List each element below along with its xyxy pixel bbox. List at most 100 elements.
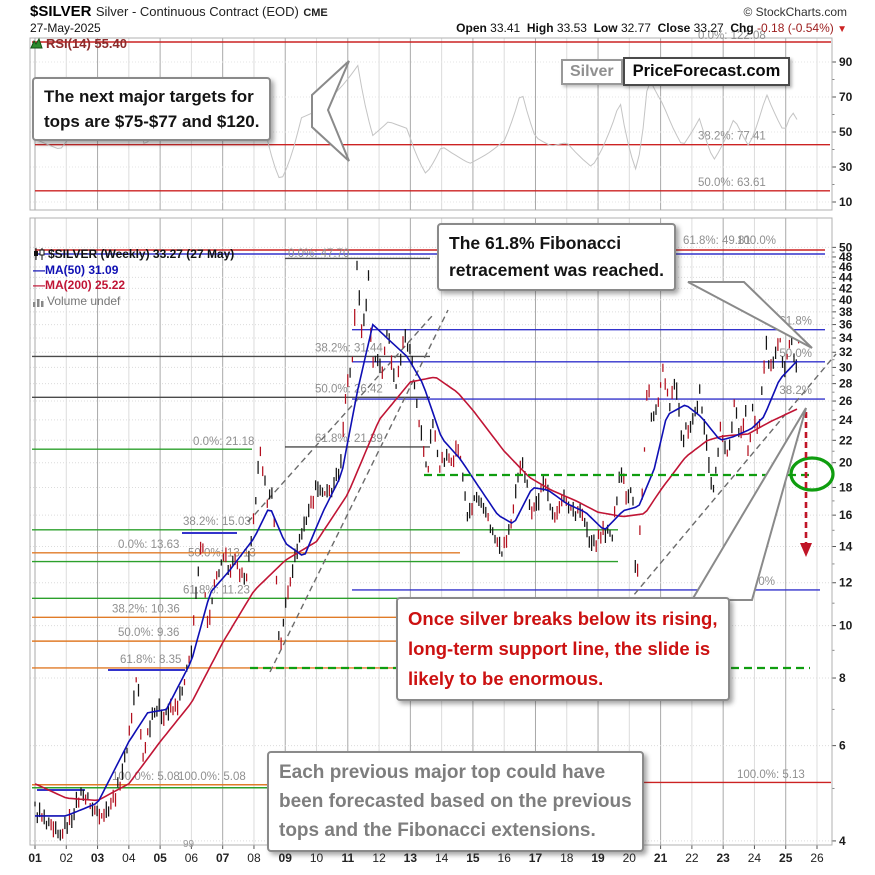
close-value: 33.27 (693, 21, 724, 35)
svg-text:4: 4 (839, 834, 846, 848)
svg-text:20: 20 (839, 456, 853, 470)
fib-label: 50.0%: 26.42 (315, 383, 383, 395)
svg-text:07: 07 (216, 851, 230, 865)
fib-label: 61.8%: 8.35 (120, 654, 181, 666)
svg-text:09: 09 (279, 851, 293, 865)
svg-text:02: 02 (60, 851, 74, 865)
svg-text:44: 44 (839, 270, 853, 284)
fib-label: 61.8%: 11.23 (183, 584, 250, 596)
callout-targets-line2: tops are $75-$77 and $120. (44, 112, 260, 131)
chart-date: 27-May-2025 (30, 21, 101, 35)
symbol-description: Silver - Continuous Contract (EOD) (95, 4, 299, 19)
svg-text:32: 32 (839, 345, 853, 359)
copyright: © StockCharts.com (743, 5, 847, 19)
trendline-dashed (269, 309, 449, 673)
svg-text:11: 11 (341, 851, 354, 865)
legend-ma50-text: MA(50) 31.09 (45, 262, 119, 277)
svg-text:10: 10 (839, 195, 853, 209)
fib-label: 100.0% (737, 235, 776, 247)
fib-label: 38.2%: 77.41 (698, 131, 766, 143)
callout-fib-reached: The 61.8% Fibonacci retracement was reac… (437, 223, 676, 291)
svg-text:8: 8 (839, 671, 846, 685)
ma50-line (35, 323, 798, 817)
legend-ma50-row: —MA(50) 31.09 (33, 263, 234, 279)
open-value: 33.41 (490, 21, 521, 35)
callout-forecast-note: Each previous major top could have been … (267, 751, 644, 852)
callout-fib-line1: The 61.8% Fibonacci (449, 233, 622, 253)
fib-label: 100.0%: 5.08 (112, 771, 180, 783)
down-arrowhead (800, 543, 812, 557)
fib-label: 38.2%: 31.44 (315, 342, 383, 354)
callout-pointer (687, 281, 813, 349)
chart-header: $SILVER Silver - Continuous Contract (EO… (30, 3, 328, 21)
trendline-dashed (627, 353, 837, 603)
svg-text:26: 26 (839, 394, 853, 408)
callout-breakdown-line3: likely to be enormous. (408, 668, 604, 689)
legend-symbol-row: $SILVER (Weekly) 33.27 (27 May) (33, 247, 234, 263)
fibonacci-lines: 0.0%: 122.08 38.2%: 77.41 50.0%: 63.61 61.8… (32, 30, 831, 791)
callout-forecast-line1: Each previous major top could have (279, 762, 606, 783)
svg-text:19: 19 (591, 851, 605, 865)
price-legend: $SILVER (Weekly) 33.27 (27 May) —MA(50) … (33, 247, 234, 309)
fib-label: 0.0%: 13.63 (118, 539, 179, 551)
svg-text:30: 30 (839, 160, 853, 174)
svg-text:99: 99 (183, 839, 195, 850)
svg-text:08: 08 (247, 851, 261, 865)
svg-text:01: 01 (28, 851, 42, 865)
svg-text:05: 05 (153, 851, 167, 865)
svg-text:18: 18 (560, 851, 574, 865)
low-value: 32.77 (620, 21, 651, 35)
open-label: Open (456, 21, 487, 35)
callout-pointer (311, 60, 350, 162)
svg-text:70: 70 (839, 90, 853, 104)
fib-label: 100.0%: 5.13 (737, 769, 805, 781)
svg-text:16: 16 (498, 851, 512, 865)
callout-breakdown: Once silver breaks below its rising, lon… (396, 597, 730, 701)
svg-text:16: 16 (839, 508, 853, 522)
svg-text:20: 20 (623, 851, 637, 865)
svg-text:22: 22 (685, 851, 699, 865)
svg-text:25: 25 (779, 851, 793, 865)
legend-ma200-text: MA(200) 25.22 (45, 278, 126, 292)
svg-text:14: 14 (435, 851, 449, 865)
svg-text:30: 30 (839, 360, 853, 374)
callout-breakdown-line1: Once silver breaks below its rising, (408, 608, 718, 629)
fib-label: 50.0%: 63.61 (698, 177, 766, 189)
svg-text:10: 10 (310, 851, 324, 865)
svg-text:14: 14 (839, 540, 853, 554)
svg-text:28: 28 (839, 377, 853, 391)
fib-label: 0.0%: 47.70 (288, 248, 349, 260)
legend-symbol-text: $SILVER (Weekly) 33.27 (27 May) (48, 247, 235, 261)
logo-priceforecast: PriceForecast.com (622, 57, 791, 86)
fib-label: 50.0% (779, 348, 812, 360)
callout-targets-line1: The next major targets for (44, 87, 254, 106)
svg-text:21: 21 (654, 851, 668, 865)
svg-text:40: 40 (839, 293, 853, 307)
symbol: $SILVER (30, 3, 92, 20)
svg-text:18: 18 (839, 480, 853, 494)
fib-label: 38.2%: 10.36 (112, 603, 180, 615)
svg-text:26: 26 (810, 851, 824, 865)
svg-text:17: 17 (529, 851, 543, 865)
exchange: CME (303, 7, 328, 19)
chg-value: -0.18 (-0.54%) (757, 21, 834, 35)
svg-text:06: 06 (185, 851, 199, 865)
candlestick-icon (34, 248, 45, 260)
callout-forecast-line2: been forecasted based on the previous (279, 791, 632, 812)
chg-label: Chg (730, 21, 754, 35)
svg-text:36: 36 (839, 318, 853, 332)
fib-label: 100.0%: 5.08 (178, 771, 246, 783)
svg-text:22: 22 (839, 433, 853, 447)
callout-forecast-line3: tops and the Fibonacci extensions. (279, 820, 596, 841)
fib-label: 50.0%: 13.13 (188, 548, 256, 560)
ma200-line (34, 376, 798, 802)
candlestick-series (34, 260, 800, 841)
legend-volume-row: Volume undef (33, 294, 234, 310)
svg-text:03: 03 (91, 851, 105, 865)
svg-text:50: 50 (839, 125, 853, 139)
priceforecast-logo: Silver PriceForecast.com (561, 57, 791, 86)
callout-targets: The next major targets for tops are $75-… (32, 77, 272, 141)
svg-text:48: 48 (839, 250, 853, 264)
svg-text:10: 10 (839, 619, 853, 633)
